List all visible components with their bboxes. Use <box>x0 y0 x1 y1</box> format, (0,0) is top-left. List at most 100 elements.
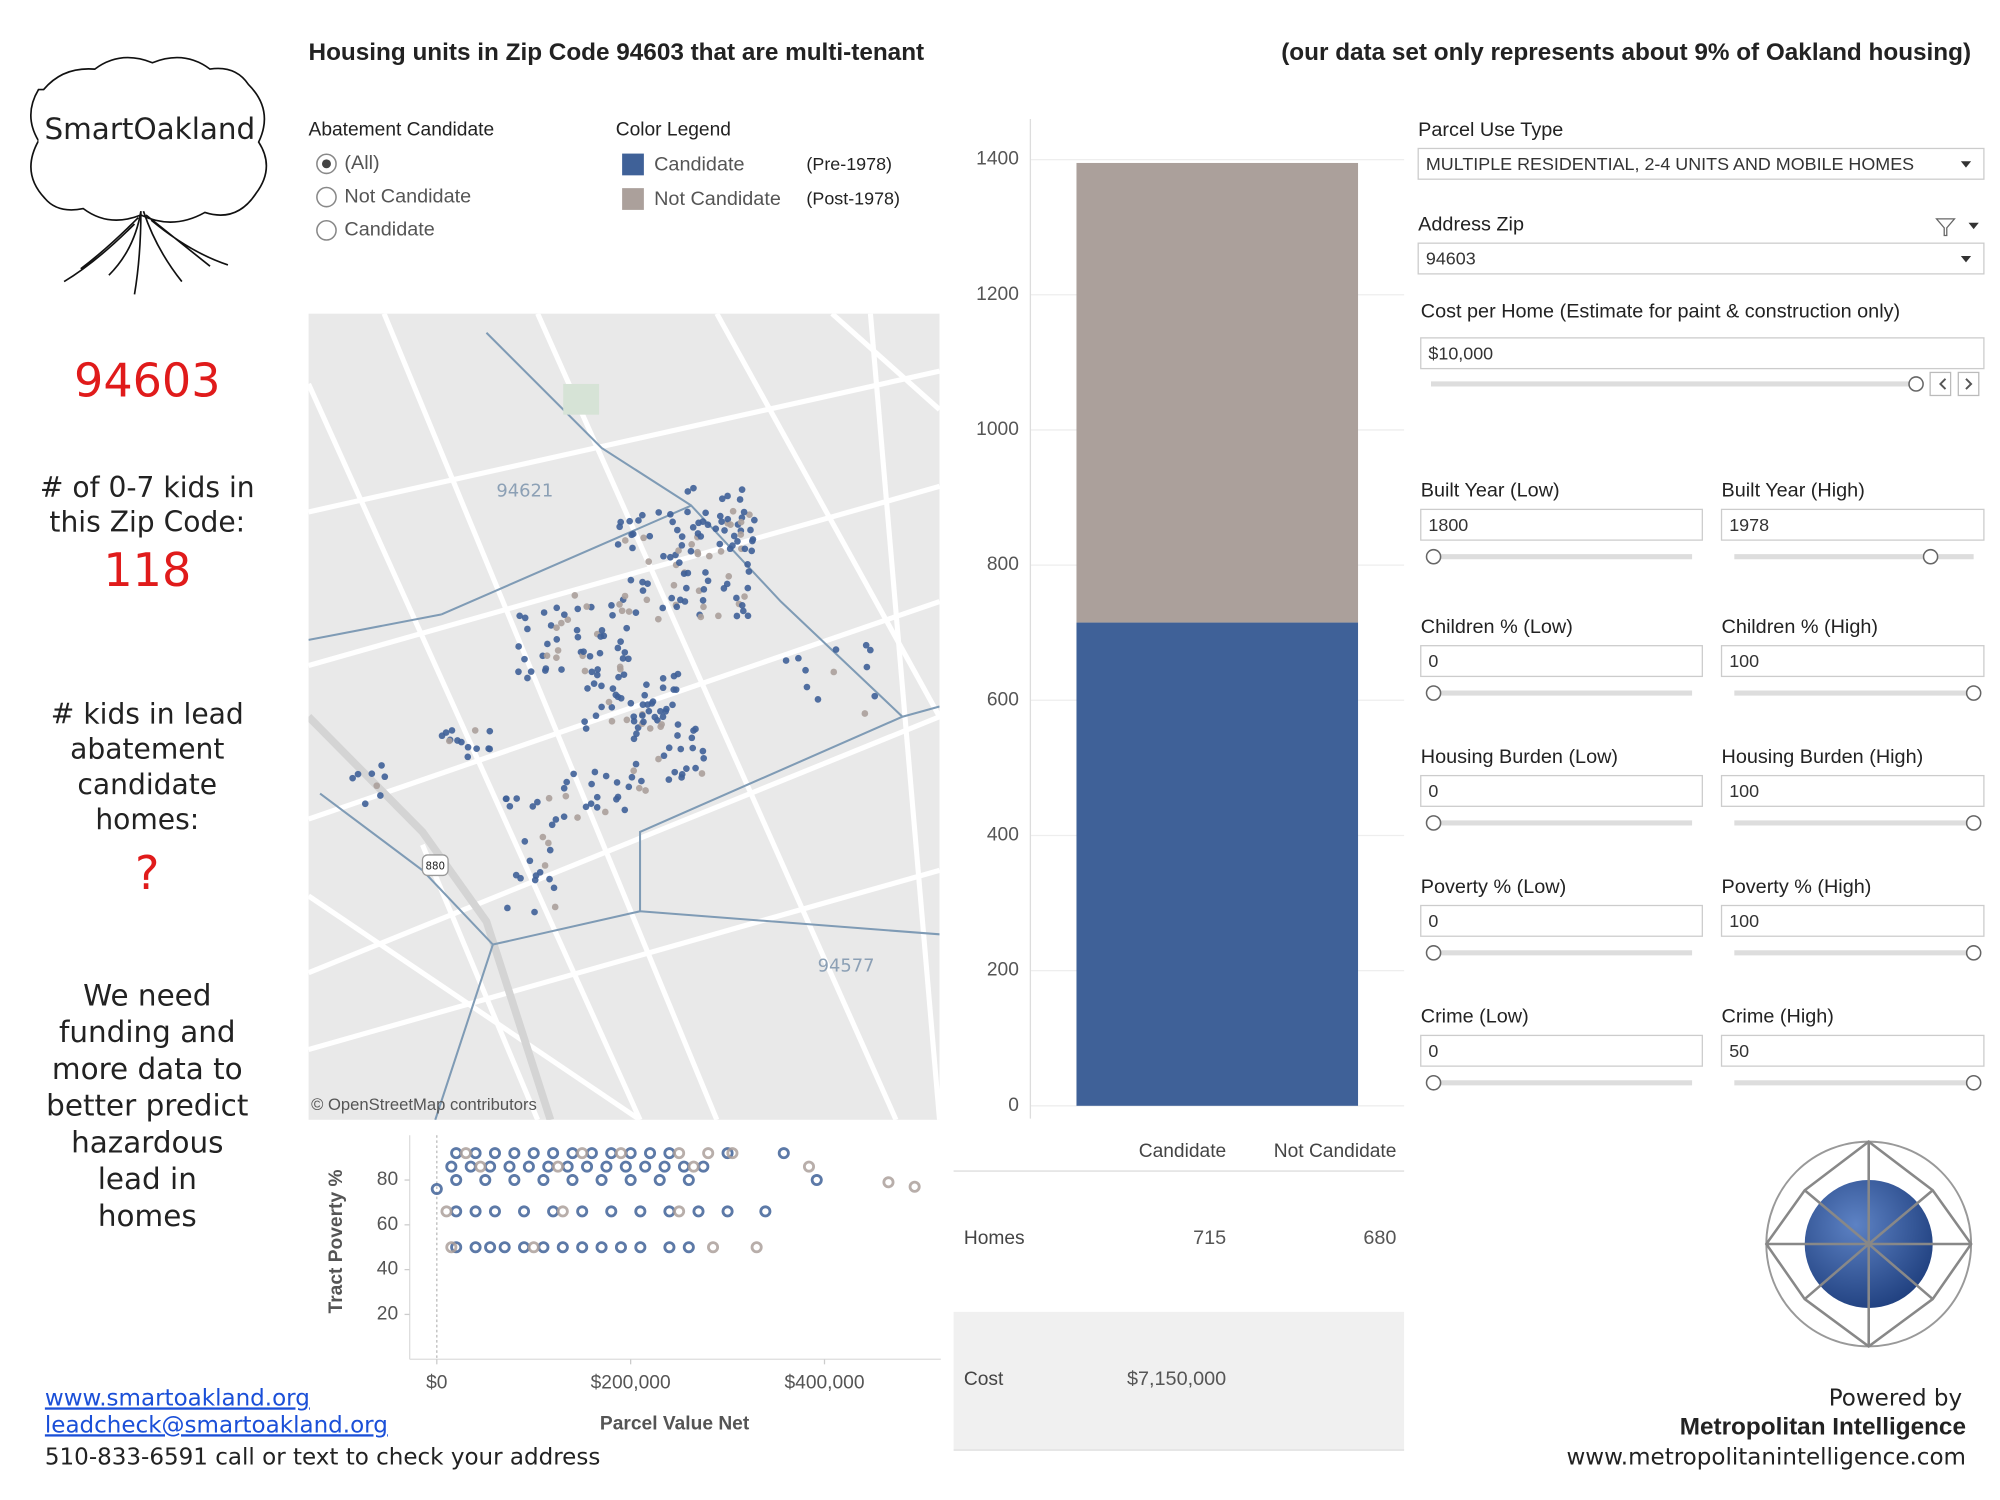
map-dot <box>687 547 695 555</box>
dropdown-text[interactable]: 94603 <box>1426 249 1476 269</box>
filter-label: Built Year (Low) <box>1421 480 1560 502</box>
slider-handle[interactable] <box>1965 1074 1982 1091</box>
dropdown[interactable] <box>1417 242 1985 275</box>
input[interactable] <box>1420 904 1703 937</box>
input-text[interactable]: 50 <box>1729 1041 1749 1061</box>
input[interactable] <box>1420 1034 1703 1067</box>
radio-button[interactable] <box>316 186 337 208</box>
map-dot <box>545 839 552 847</box>
input-text[interactable]: 0 <box>1428 651 1438 671</box>
map-dot <box>598 626 606 634</box>
map-dot <box>640 534 647 542</box>
map-dot <box>643 596 651 604</box>
step-button[interactable] <box>1957 371 1980 397</box>
input-text[interactable]: 1800 <box>1428 515 1468 535</box>
scatter-point <box>522 1160 535 1173</box>
radio-label[interactable]: Candidate <box>344 219 434 241</box>
footer-link[interactable]: www.smartoakland.org <box>45 1385 310 1411</box>
filter-icon[interactable] <box>1935 218 1956 237</box>
scatter-point <box>624 1147 637 1160</box>
scatter-point <box>450 1205 463 1218</box>
dropdown[interactable] <box>1417 147 1985 180</box>
slider-handle[interactable] <box>1965 685 1982 701</box>
bar-segment <box>1076 622 1359 1106</box>
input-text[interactable]: 1978 <box>1729 515 1769 535</box>
map-dot <box>521 655 528 663</box>
input-text[interactable]: 100 <box>1729 911 1759 931</box>
map-dot <box>649 698 657 705</box>
input-text[interactable]: $10,000 <box>1428 343 1493 363</box>
map-dot <box>616 601 623 608</box>
input-text[interactable]: 100 <box>1729 651 1759 671</box>
slider-handle[interactable] <box>1425 1074 1442 1091</box>
map-dot <box>616 663 624 671</box>
y-tick-label: 40 <box>377 1259 398 1280</box>
x-tick-label: $0 <box>426 1373 447 1394</box>
slider-handle[interactable] <box>1425 815 1442 831</box>
map-dot <box>573 626 581 634</box>
scatter-point <box>673 1205 686 1218</box>
input-text[interactable]: 0 <box>1428 781 1438 801</box>
map-dot <box>690 484 697 492</box>
input[interactable] <box>1720 645 1985 678</box>
slider-handle[interactable] <box>1965 945 1982 961</box>
company-url: www.metropolitanintelligence.com <box>1566 1444 1966 1470</box>
map-dot <box>630 735 638 743</box>
map-dot <box>614 693 622 701</box>
map-dot <box>601 808 609 816</box>
input[interactable] <box>1720 774 1985 807</box>
input[interactable] <box>1420 508 1703 541</box>
radio-label[interactable]: Not Candidate <box>344 185 471 207</box>
map-dot <box>739 607 747 615</box>
input[interactable] <box>1420 774 1703 807</box>
logo-text: SmartOakland <box>44 112 255 146</box>
map-dot <box>521 838 529 845</box>
map-dot <box>678 542 686 549</box>
map-dot <box>629 544 636 552</box>
filter-label: Children % (High) <box>1722 616 1878 638</box>
map-dot <box>659 604 667 612</box>
input-text[interactable]: 0 <box>1428 911 1438 931</box>
legend-label: Candidate <box>654 153 744 175</box>
radio-label[interactable]: (All) <box>344 152 379 174</box>
map-dot <box>548 821 556 829</box>
map-dot <box>553 604 561 612</box>
input[interactable] <box>1420 645 1703 678</box>
input[interactable] <box>1720 904 1985 937</box>
slider-handle[interactable] <box>1965 815 1982 831</box>
input-text[interactable]: 100 <box>1729 781 1759 801</box>
shield-label: 880 <box>426 861 446 872</box>
map-dot <box>863 663 871 671</box>
map-dot <box>644 580 651 588</box>
radio-button[interactable] <box>316 220 337 241</box>
scatter-point <box>882 1176 895 1189</box>
filter-label: Poverty % (High) <box>1722 876 1872 898</box>
map-dot <box>621 649 629 656</box>
map-dot <box>861 710 869 717</box>
slider-handle[interactable] <box>1922 548 1939 565</box>
map-dot <box>583 603 591 610</box>
map-dot <box>588 668 596 676</box>
slider-handle[interactable] <box>1908 376 1924 392</box>
slider-handle[interactable] <box>1425 685 1442 701</box>
input[interactable] <box>1420 337 1985 370</box>
scatter-point <box>600 1160 613 1173</box>
filter-label: Built Year (High) <box>1722 480 1865 502</box>
map-dot <box>623 624 631 632</box>
slider-handle[interactable] <box>1425 548 1442 565</box>
dropdown-text[interactable]: MULTIPLE RESIDENTIAL, 2-4 UNITS AND MOBI… <box>1426 154 1914 174</box>
input-text[interactable]: 0 <box>1428 1041 1438 1061</box>
map-dot <box>551 903 559 911</box>
note-line: We need <box>83 979 211 1013</box>
map-dot <box>666 553 674 561</box>
map-dot <box>526 857 534 865</box>
input[interactable] <box>1720 1034 1985 1067</box>
slider-handle[interactable] <box>1425 945 1442 961</box>
map-dot <box>643 681 650 689</box>
input[interactable] <box>1720 508 1985 541</box>
map-dot <box>724 515 732 523</box>
map-dot <box>635 517 642 524</box>
map-dot <box>795 654 802 662</box>
footer-link[interactable]: leadcheck@smartoakland.org <box>45 1412 388 1438</box>
map-dot <box>571 592 579 599</box>
